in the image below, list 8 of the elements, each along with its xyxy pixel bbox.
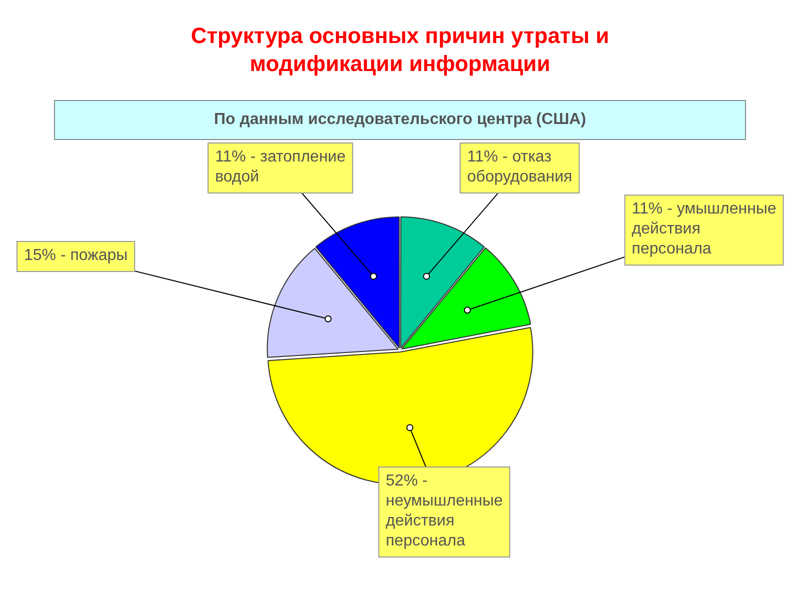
- slice-label: неумышленные действия персонала: [386, 492, 503, 550]
- data-label: 52% -: [386, 472, 428, 490]
- slice-label: 15% - пожары: [24, 246, 128, 264]
- slice-label: 11% - затопление водой: [215, 148, 346, 186]
- slice-label: 11% - умышленные действия персонала: [632, 200, 776, 258]
- slice-label: 11% - отказ оборудования: [467, 148, 572, 186]
- chart-subtitle: По данным исследовательского центра (США): [54, 100, 746, 140]
- chart-title: Структура основных причин утраты и модификации информации: [190, 22, 610, 78]
